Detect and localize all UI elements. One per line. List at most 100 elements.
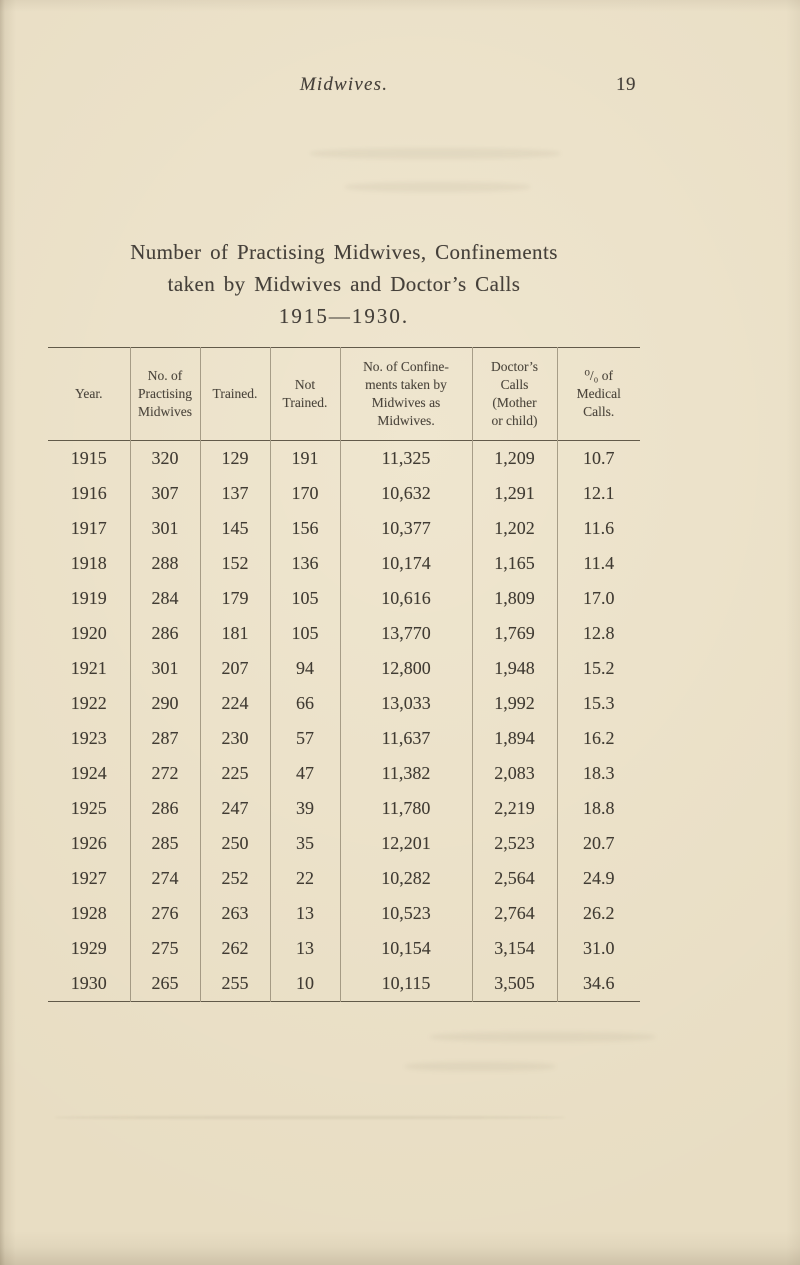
- table-cell: 11,382: [339, 756, 472, 791]
- title-line-2: taken by Midwives and Doctor’s Calls: [167, 272, 521, 296]
- bleed-through-mark: [55, 1116, 565, 1119]
- table-cell: 1928: [70, 903, 107, 923]
- table-cell: 230: [199, 721, 270, 756]
- table-cell: 105: [269, 616, 340, 651]
- table-cell: 136: [269, 546, 340, 581]
- table-cell: 145: [199, 511, 270, 546]
- table-cell: 170: [269, 476, 340, 511]
- table-cell: 11,780: [339, 791, 472, 826]
- table-cell: 10,632: [339, 476, 472, 511]
- table-cell: 191: [269, 440, 340, 476]
- table-cell: 1,948: [471, 651, 557, 686]
- table-row: 1922 290 224 66 13,033 1,992 15.3: [48, 686, 640, 721]
- table-cell: 1,202: [471, 511, 557, 546]
- table-cell: 10: [269, 966, 340, 1002]
- table-cell: 1922: [70, 693, 107, 713]
- table-row: 1927 274 252 22 10,282 2,564 24.9: [48, 861, 640, 896]
- table-cell: 12,201: [339, 826, 472, 861]
- table-row: 1928 276 263 13 10,523 2,764 26.2: [48, 896, 640, 931]
- table-cell: 156: [269, 511, 340, 546]
- table-cell: 1916: [70, 483, 107, 503]
- table-cell: 1927: [70, 868, 107, 888]
- column-header: No. of Confine- ments taken by Midwives …: [339, 347, 472, 441]
- table-row: 1919 284 179 105 10,616 1,809 17.0: [48, 581, 640, 616]
- table-cell: 1930: [70, 973, 107, 993]
- table-cell: 129: [199, 440, 270, 476]
- table-cell: 1915: [70, 448, 107, 468]
- table-cell: 10,282: [339, 861, 472, 896]
- table-cell: 275: [129, 931, 200, 966]
- table-cell: 179: [199, 581, 270, 616]
- table-row: 1921 301 207 94 12,800 1,948 15.2: [48, 651, 640, 686]
- table-cell: 3,154: [471, 931, 557, 966]
- table-cell: 1919: [70, 588, 107, 608]
- table-cell: 24.9: [556, 861, 640, 896]
- bleed-through-mark: [430, 1032, 655, 1042]
- table-cell: 1,769: [471, 616, 557, 651]
- table-cell: 181: [199, 616, 270, 651]
- table-cell: 286: [129, 791, 200, 826]
- table-cell: 22: [269, 861, 340, 896]
- table-cell: 1918: [70, 553, 107, 573]
- table-cell: 307: [129, 476, 200, 511]
- table-cell: 274: [129, 861, 200, 896]
- table-cell: 16.2: [556, 721, 640, 756]
- table-header: Year. No. of Practising Midwives Trained. N…: [48, 347, 640, 441]
- table-row: 1930 265 255 10 10,115 3,505 34.6: [48, 966, 640, 1002]
- table-cell: 11.4: [556, 546, 640, 581]
- table-cell: 15.3: [556, 686, 640, 721]
- table-row: 1915 320 129 191 11,325 1,209 10.7: [48, 440, 640, 476]
- table-cell: 35: [269, 826, 340, 861]
- table-row: 1917 301 145 156 10,377 1,202 11.6: [48, 511, 640, 546]
- table-cell: 207: [199, 651, 270, 686]
- table-cell: 287: [129, 721, 200, 756]
- bleed-through-mark: [345, 182, 530, 192]
- table-cell: 2,764: [471, 896, 557, 931]
- table-cell: 247: [199, 791, 270, 826]
- table-cell: 18.3: [556, 756, 640, 791]
- table-row: 1916 307 137 170 10,632 1,291 12.1: [48, 476, 640, 511]
- table-cell: 1929: [70, 938, 107, 958]
- table-cell: 301: [129, 511, 200, 546]
- table-cell: 1,209: [471, 440, 557, 476]
- table-row: 1925 286 247 39 11,780 2,219 18.8: [48, 791, 640, 826]
- title-line-1: Number of Practising Midwives, Confineme…: [130, 240, 558, 264]
- table-cell: 34.6: [556, 966, 640, 1002]
- table-cell: 17.0: [556, 581, 640, 616]
- table-cell: 250: [199, 826, 270, 861]
- table-row: 1929 275 262 13 10,154 3,154 31.0: [48, 931, 640, 966]
- table-cell: 1,165: [471, 546, 557, 581]
- table-row: 1918 288 152 136 10,174 1,165 11.4: [48, 546, 640, 581]
- title-line-3: 1915—1930.: [278, 304, 410, 328]
- table-cell: 225: [199, 756, 270, 791]
- column-header: Not Trained.: [269, 347, 340, 441]
- table-cell: 1,894: [471, 721, 557, 756]
- table-cell: 12.1: [556, 476, 640, 511]
- table-cell: 12,800: [339, 651, 472, 686]
- table-cell: 265: [129, 966, 200, 1002]
- column-header: No. of Practising Midwives: [129, 347, 200, 441]
- column-header: Year.: [74, 386, 103, 402]
- table-cell: 10,115: [339, 966, 472, 1002]
- table-cell: 66: [269, 686, 340, 721]
- table-row: 1920 286 181 105 13,770 1,769 12.8: [48, 616, 640, 651]
- table-cell: 290: [129, 686, 200, 721]
- table-cell: 301: [129, 651, 200, 686]
- table-cell: 12.8: [556, 616, 640, 651]
- table-cell: 10,616: [339, 581, 472, 616]
- bleed-through-mark: [405, 1062, 555, 1071]
- table-cell: 11.6: [556, 511, 640, 546]
- table-cell: 105: [269, 581, 340, 616]
- table-cell: 224: [199, 686, 270, 721]
- table-cell: 57: [269, 721, 340, 756]
- running-header-title: Midwives.: [299, 74, 389, 95]
- table-cell: 1920: [70, 623, 107, 643]
- table-cell: 31.0: [556, 931, 640, 966]
- table-cell: 1,992: [471, 686, 557, 721]
- table-cell: 39: [269, 791, 340, 826]
- running-header: Midwives. 19: [48, 74, 640, 96]
- column-header: Trained.: [199, 347, 270, 441]
- table-body: 1915 320 129 191 11,325 1,209 10.7 1916 307 137 17…: [48, 440, 640, 1002]
- table-row: 1926 285 250 35 12,201 2,523 20.7: [48, 826, 640, 861]
